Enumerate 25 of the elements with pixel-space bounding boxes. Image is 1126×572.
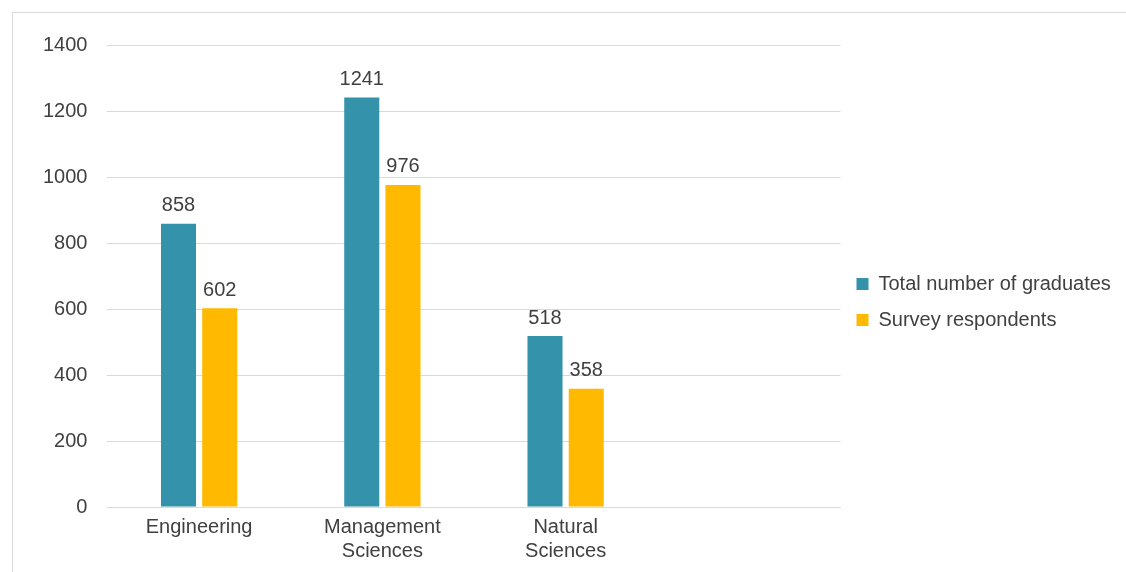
- y-tick-label: 1000: [42, 164, 88, 187]
- bar: [527, 336, 563, 507]
- x-tick-label: Engineering: [145, 514, 253, 537]
- y-tick-label: 200: [54, 428, 88, 451]
- y-tick-label: 800: [54, 230, 88, 253]
- bar: [344, 97, 380, 507]
- y-tick-label: 400: [54, 362, 88, 385]
- legend-label: Total number of graduates: [878, 271, 1111, 294]
- data-label: 1241: [339, 66, 384, 89]
- legend-label: Survey respondents: [878, 307, 1057, 330]
- y-tick-label: 1400: [42, 32, 88, 55]
- data-label: 518: [528, 305, 562, 328]
- data-label: 858: [161, 193, 196, 216]
- data-label: 976: [386, 154, 420, 177]
- data-label: 602: [203, 277, 237, 300]
- x-tick-label: Management Sciences: [324, 514, 442, 561]
- bar: [385, 184, 421, 507]
- data-label: 358: [569, 358, 603, 381]
- y-tick-label: 600: [54, 296, 88, 319]
- y-tick-label: 1200: [42, 98, 88, 121]
- bar: [160, 223, 197, 507]
- y-tick-label: 0: [76, 494, 88, 517]
- bar: [202, 308, 238, 507]
- bar: [568, 388, 604, 507]
- x-tick-label: Natural Sciences: [525, 514, 607, 561]
